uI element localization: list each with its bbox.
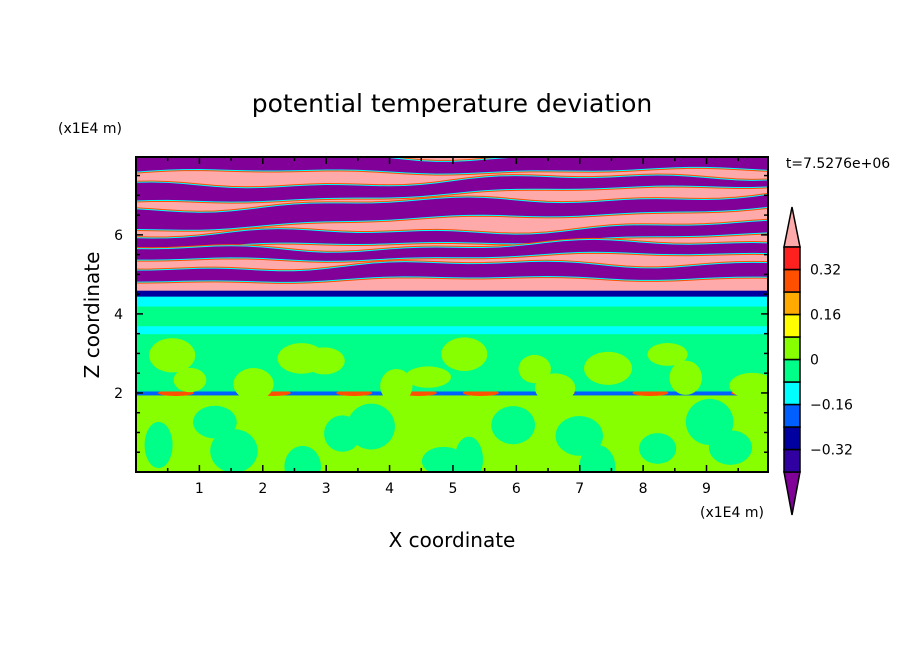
colorbar-bottom-extend — [783, 471, 801, 516]
contour-blob — [639, 433, 677, 464]
contour-blob — [144, 421, 173, 469]
colorbar-swatch — [783, 336, 801, 361]
contour-blob — [441, 337, 488, 372]
contour-blob — [210, 429, 258, 472]
contour-blob — [729, 372, 768, 399]
y-axis-label: Z coordinate — [80, 252, 104, 379]
contour-blob — [421, 446, 466, 472]
contour-blob — [193, 405, 237, 439]
contour-blob — [304, 347, 345, 375]
contour-blob — [284, 445, 321, 472]
contour-blob — [647, 342, 688, 366]
contour-blob — [454, 436, 484, 472]
x-tick-label: 3 — [322, 481, 331, 497]
colorbar-swatch — [783, 358, 801, 383]
contour-blob — [233, 367, 274, 401]
layer-band — [136, 296, 768, 307]
cold-stripe — [136, 175, 768, 202]
colorbar-top-extend — [783, 206, 801, 248]
y-tick-label: 2 — [114, 386, 123, 402]
colorbar-label: −0.32 — [810, 443, 853, 459]
x-tick-label: 7 — [575, 481, 584, 497]
colorbar-swatch — [783, 403, 801, 428]
contour-blob — [579, 444, 616, 472]
contour-blob — [405, 366, 452, 388]
colorbar-swatch — [783, 448, 801, 473]
layer-band — [136, 390, 768, 396]
colorbar-swatch — [783, 381, 801, 406]
x-tick-label: 6 — [512, 481, 521, 497]
contour-blob — [708, 430, 753, 465]
axis-ticks: 1 2 3 4 5 6 7 8 9 2 4 6 — [114, 157, 768, 497]
cold-stripe — [136, 220, 768, 250]
x-tick-label: 5 — [448, 481, 457, 497]
layer-band — [136, 306, 768, 327]
y-unit-label: (x1E4 m) — [58, 121, 122, 137]
contour-blob — [149, 338, 196, 373]
x-tick-label: 8 — [639, 481, 648, 497]
layer-band — [136, 325, 768, 335]
x-tick-label: 1 — [195, 481, 204, 497]
colorbar-label: 0.32 — [810, 263, 841, 279]
y-tick-label: 4 — [114, 307, 123, 323]
layer-band — [136, 290, 768, 297]
time-label: t=7.5276e+06 — [786, 156, 890, 172]
colorbar-swatch — [783, 291, 801, 316]
contour-blob — [380, 369, 413, 404]
chart-title: potential temperature deviation — [252, 89, 652, 118]
cold-stripe — [136, 194, 768, 230]
contour-field — [136, 157, 768, 472]
x-tick-label: 9 — [702, 481, 711, 497]
colorbar: 0.32 0.16 0 −0.16 −0.32 — [783, 206, 853, 516]
contour-blob — [491, 406, 536, 445]
field-layers — [136, 157, 768, 472]
x-axis-label: X coordinate — [389, 528, 516, 552]
colorbar-label: 0 — [810, 353, 819, 369]
colorbar-swatch — [783, 313, 801, 338]
x-tick-label: 4 — [385, 481, 394, 497]
colorbar-swatch — [783, 426, 801, 451]
contour-blob — [173, 367, 207, 393]
x-unit-label: (x1E4 m) — [700, 505, 764, 521]
colorbar-label: −0.16 — [810, 398, 853, 414]
cold-stripe — [136, 157, 768, 174]
colorbar-label: 0.16 — [810, 308, 841, 324]
contour-blob — [534, 373, 576, 403]
cold-stripe — [136, 239, 768, 261]
contour-blob — [555, 415, 603, 456]
y-tick-label: 6 — [114, 228, 123, 244]
cold-stripe — [136, 261, 768, 282]
x-tick-label: 2 — [258, 481, 267, 497]
contour-blob — [347, 403, 395, 450]
contour-blob — [518, 354, 551, 384]
colorbar-swatch — [783, 246, 801, 271]
colorbar-swatch — [783, 268, 801, 293]
contour-blob — [584, 351, 633, 385]
contour-blob — [669, 360, 703, 395]
